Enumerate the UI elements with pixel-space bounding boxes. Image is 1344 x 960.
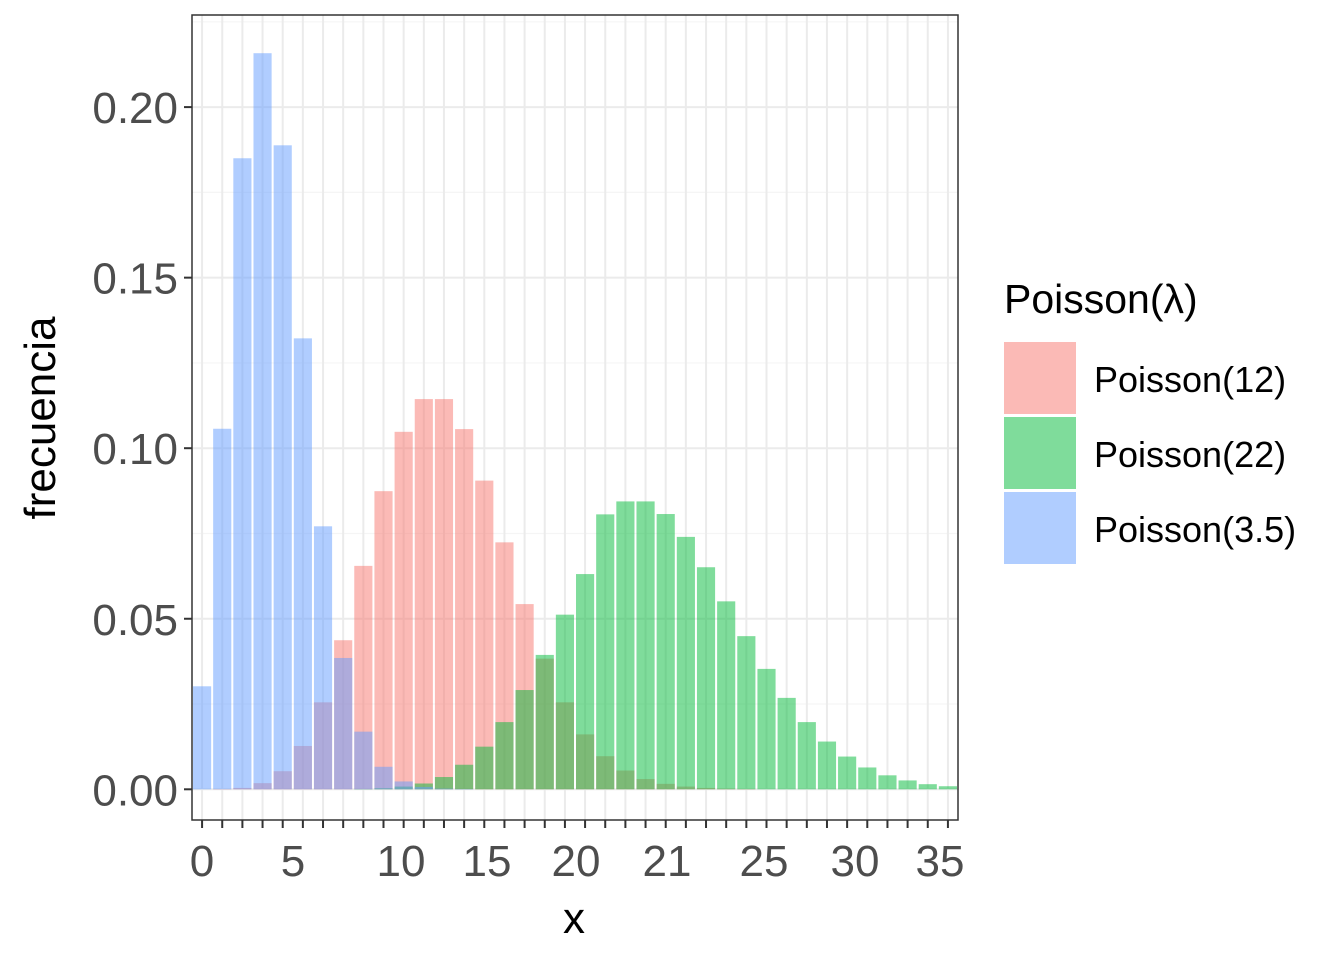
bar bbox=[777, 697, 796, 790]
bar bbox=[696, 567, 716, 790]
bar bbox=[233, 158, 252, 790]
bar bbox=[817, 741, 837, 790]
bar bbox=[394, 781, 413, 790]
x-tick-label: 0 bbox=[190, 837, 214, 886]
bar bbox=[414, 786, 433, 790]
y-axis-title: frecuencia bbox=[16, 316, 65, 520]
bar bbox=[394, 431, 413, 790]
bar bbox=[273, 145, 292, 790]
series-2 bbox=[193, 53, 474, 790]
bar bbox=[193, 686, 212, 790]
legend-key bbox=[1004, 342, 1076, 414]
bar bbox=[596, 514, 615, 790]
bar bbox=[898, 780, 917, 790]
x-tick-label: 20 bbox=[552, 837, 601, 886]
bar bbox=[334, 657, 353, 790]
x-tick-label: 35 bbox=[916, 837, 965, 886]
legend-item: Poisson(3.5) bbox=[1004, 492, 1296, 564]
x-tick-label: 25 bbox=[740, 837, 789, 886]
y-tick-label: 0.05 bbox=[92, 596, 178, 645]
bar bbox=[656, 514, 675, 790]
bar bbox=[576, 574, 595, 790]
legend-key bbox=[1004, 417, 1076, 489]
bar bbox=[414, 399, 433, 790]
legend-label: Poisson(22) bbox=[1094, 434, 1286, 475]
bars bbox=[193, 53, 957, 790]
x-tick-label: 21 bbox=[643, 837, 692, 886]
bar bbox=[475, 746, 494, 790]
bar bbox=[374, 766, 393, 790]
legend-item: Poisson(12) bbox=[1004, 342, 1286, 414]
bar bbox=[676, 536, 695, 790]
bar bbox=[475, 480, 494, 790]
bar bbox=[434, 399, 454, 790]
bar bbox=[737, 636, 756, 790]
legend-title: Poisson(λ) bbox=[1004, 276, 1198, 322]
legend: Poisson(λ) Poisson(12)Poisson(22)Poisson… bbox=[1004, 276, 1296, 564]
bar bbox=[354, 731, 373, 790]
bar bbox=[253, 53, 272, 790]
bar bbox=[797, 722, 816, 790]
legend-label: Poisson(3.5) bbox=[1094, 509, 1296, 550]
x-tick-label: 15 bbox=[463, 837, 512, 886]
bar bbox=[918, 784, 937, 790]
y-tick-label: 0.20 bbox=[92, 84, 178, 133]
bar bbox=[213, 428, 232, 790]
bar bbox=[515, 690, 534, 790]
x-axis-title: x bbox=[563, 894, 585, 943]
bar bbox=[313, 526, 333, 790]
bar bbox=[455, 429, 474, 790]
bar bbox=[414, 783, 433, 790]
bar bbox=[717, 601, 736, 790]
legend-items: Poisson(12) Poisson(22) Poisson(3.5) bbox=[1004, 342, 1296, 564]
bar bbox=[293, 338, 312, 790]
bar bbox=[535, 654, 554, 790]
axes: 0.00 0.05 0.10 0.15 0.20 0 5 10 15 20 21 25 30 35 bbox=[92, 84, 964, 886]
bar bbox=[455, 764, 474, 790]
y-tick-label: 0.15 bbox=[92, 255, 178, 304]
bar bbox=[878, 775, 897, 790]
bar bbox=[374, 491, 393, 790]
bar bbox=[838, 756, 857, 790]
bar bbox=[636, 501, 655, 790]
bar bbox=[434, 788, 454, 790]
series-1 bbox=[354, 501, 957, 790]
y-tick-label: 0.10 bbox=[92, 425, 178, 474]
bar bbox=[616, 501, 635, 790]
bar bbox=[858, 767, 877, 790]
bar bbox=[938, 786, 957, 790]
bar bbox=[495, 722, 514, 790]
x-tick-label: 30 bbox=[831, 837, 880, 886]
bar bbox=[555, 614, 574, 790]
x-tick-label: 5 bbox=[281, 837, 305, 886]
bar bbox=[757, 668, 776, 790]
legend-key bbox=[1004, 492, 1076, 564]
panel-border bbox=[191, 14, 959, 821]
bar bbox=[434, 777, 454, 790]
x-tick-label: 10 bbox=[377, 837, 426, 886]
legend-label: Poisson(12) bbox=[1094, 359, 1286, 400]
y-tick-label: 0.00 bbox=[92, 766, 178, 815]
legend-item: Poisson(22) bbox=[1004, 417, 1286, 489]
